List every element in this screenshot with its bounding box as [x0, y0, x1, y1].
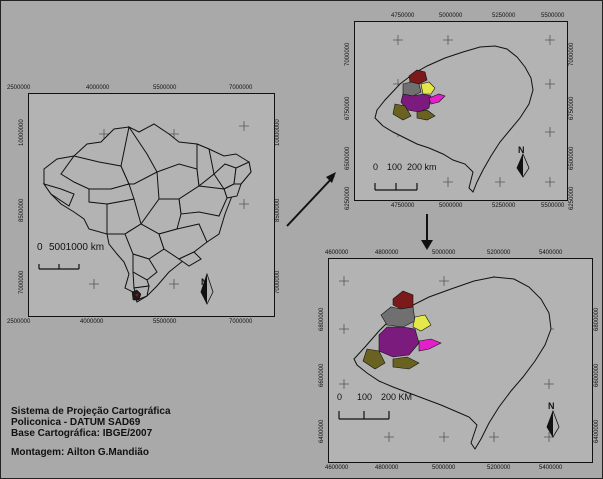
tick-bottom: 5000000 [432, 465, 456, 471]
tick-left: 6400000 [319, 419, 325, 443]
scale-bar [374, 183, 418, 191]
tick-top: 5500000 [541, 13, 565, 19]
tick-bottom: 4000000 [80, 319, 104, 325]
tick-bottom: 5400000 [539, 465, 563, 471]
tick-top: 5000000 [439, 13, 463, 19]
tick-left: 6750000 [345, 96, 351, 120]
tick-right: 6800000 [594, 307, 600, 331]
datum-text: Policonica - DATUM SAD69 [11, 417, 141, 428]
tick-bottom: 5200000 [487, 465, 511, 471]
tick-top: 4750000 [391, 13, 415, 19]
tick-left: 6600000 [319, 363, 325, 387]
north-arrow [516, 152, 530, 178]
detail-map-panel: 4600000 4800000 5000000 5200000 5400000 … [319, 250, 600, 471]
brazil-map [38, 121, 252, 305]
tick-left: 10000000 [19, 119, 25, 146]
brazil-states [42, 123, 252, 303]
north-label: N [201, 277, 208, 287]
tick-left: 7000000 [19, 270, 25, 294]
tick-right: 7000000 [275, 270, 281, 294]
tick-bottom: 4600000 [325, 465, 349, 471]
brazil-map-panel: 2500000 4000000 5500000 7000000 2500000 … [7, 85, 281, 325]
tick-top: 2500000 [7, 85, 31, 91]
scale-label-mid: 100 [387, 162, 403, 172]
tick-right: 8500000 [275, 198, 281, 222]
tick-top: 5400000 [539, 250, 563, 256]
tick-top: 5250000 [492, 13, 516, 19]
tick-right: 6750000 [569, 96, 575, 120]
tick-right: 6500000 [569, 146, 575, 170]
detail-state-map [338, 276, 560, 450]
tick-left: 6250000 [345, 186, 351, 210]
scale-label-zero: 0 [337, 392, 343, 402]
projection-system-text: Sistema de Projeção Cartográfica [11, 406, 171, 417]
tick-bottom: 4750000 [391, 203, 415, 209]
scale-label-mid: 100 [357, 392, 373, 402]
tick-bottom: 5500000 [153, 319, 177, 325]
rs-state-map [374, 35, 555, 193]
study-regions [362, 290, 442, 370]
tick-bottom: 7000000 [229, 319, 253, 325]
tick-right: 6600000 [594, 363, 600, 387]
tick-top: 5000000 [432, 250, 456, 256]
north-arrow [546, 409, 560, 438]
credits-block: Sistema de Projeção Cartográfica Policon… [11, 406, 171, 458]
tick-left: 6500000 [345, 146, 351, 170]
region-dot [135, 293, 139, 297]
arrow-to-state [286, 172, 336, 227]
scale-label-end: 5001000 km [49, 242, 105, 253]
north-arrow [200, 272, 214, 305]
scale-label-zero: 0 [37, 242, 43, 253]
tick-right: 10000000 [275, 119, 281, 146]
tick-right: 6250000 [569, 186, 575, 210]
tick-left: 6800000 [319, 307, 325, 331]
rs-map-panel: 4750000 5000000 5250000 5500000 4750000 … [345, 13, 575, 210]
tick-bottom: 5500000 [541, 203, 565, 209]
tick-left: 8500000 [19, 198, 25, 222]
tick-left: 7000000 [345, 42, 351, 66]
tick-top: 4800000 [375, 250, 399, 256]
arrow-to-detail [421, 214, 433, 250]
north-label: N [518, 145, 525, 155]
tick-top: 7000000 [229, 85, 253, 91]
scale-bar [38, 264, 80, 270]
base-cartography-text: Base Cartográfica: IBGE/2007 [11, 428, 153, 439]
tick-top: 4000000 [86, 85, 110, 91]
tick-bottom: 2500000 [7, 319, 31, 325]
scale-label-zero: 0 [373, 162, 379, 172]
tick-top: 4600000 [325, 250, 349, 256]
tick-bottom: 5250000 [492, 203, 516, 209]
scale-label-end: 200 KM [381, 392, 413, 402]
scale-bar [338, 411, 390, 420]
tick-right: 7000000 [569, 42, 575, 66]
tick-right: 6400000 [594, 419, 600, 443]
tick-bottom: 4800000 [375, 465, 399, 471]
author-text: Montagem: Ailton G.Mandião [11, 447, 149, 458]
tick-bottom: 5000000 [439, 203, 463, 209]
tick-top: 5200000 [487, 250, 511, 256]
study-regions [392, 69, 446, 121]
tick-top: 5500000 [153, 85, 177, 91]
north-label: N [548, 401, 555, 411]
scale-label-end: 200 km [407, 162, 437, 172]
